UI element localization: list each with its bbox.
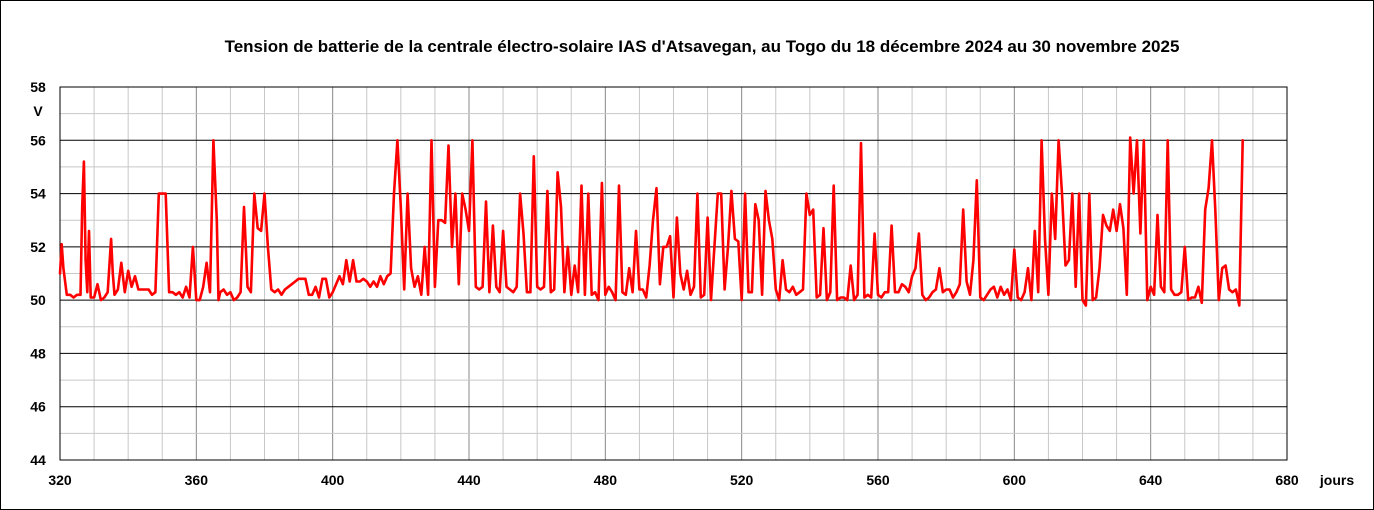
- y-tick-label: 50: [30, 292, 46, 308]
- y-axis-label: V: [33, 103, 43, 119]
- chart-title: Tension de batterie de la centrale élect…: [225, 37, 1180, 56]
- y-tick-label: 54: [30, 186, 46, 202]
- series-line-1: [58, 136, 1244, 307]
- series-group: [58, 136, 1244, 307]
- x-tick-label: 520: [730, 472, 754, 488]
- y-tick-label: 58: [30, 79, 46, 95]
- x-axis: 320 360 400 440 480 520 560 600 640 680: [48, 472, 1299, 488]
- x-tick-label: 400: [321, 472, 345, 488]
- x-tick-label: 440: [457, 472, 481, 488]
- x-tick-label: 600: [1003, 472, 1027, 488]
- x-tick-label: 360: [185, 472, 209, 488]
- x-tick-label: 640: [1139, 472, 1163, 488]
- y-tick-label: 52: [30, 239, 46, 255]
- y-tick-label: 44: [30, 452, 46, 468]
- x-tick-label: 320: [48, 472, 72, 488]
- x-axis-label: jours: [1319, 472, 1354, 488]
- y-axis: 44 46 48 50 52 54 56 58: [30, 79, 46, 468]
- y-tick-label: 46: [30, 399, 46, 415]
- x-tick-label: 560: [866, 472, 890, 488]
- x-tick-label: 680: [1275, 472, 1299, 488]
- y-tick-label: 48: [30, 345, 46, 361]
- y-tick-label: 56: [30, 132, 46, 148]
- x-tick-label: 480: [594, 472, 618, 488]
